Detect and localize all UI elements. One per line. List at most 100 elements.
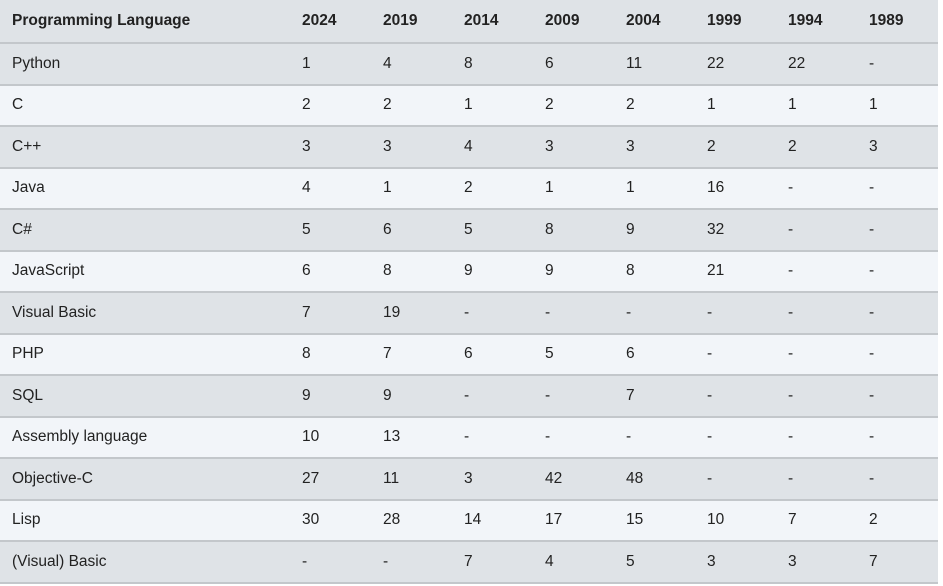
rank-cell: 2 [695, 126, 776, 169]
rank-cell: - [776, 250, 857, 293]
rank-cell: 2 [290, 84, 371, 127]
column-header: Programming Language [0, 0, 290, 44]
language-cell: Lisp [0, 499, 290, 542]
rank-cell: - [695, 458, 776, 501]
rank-cell: 7 [452, 541, 533, 584]
rank-cell: 30 [290, 499, 371, 542]
rank-cell: 7 [776, 499, 857, 542]
language-cell: C [0, 84, 290, 127]
language-cell: PHP [0, 333, 290, 376]
rank-cell: 7 [290, 292, 371, 335]
rank-cell: 3 [290, 126, 371, 169]
rank-cell: 27 [290, 458, 371, 501]
rank-cell: - [614, 416, 695, 459]
rank-cell: 9 [290, 375, 371, 418]
column-header: 1994 [776, 0, 857, 44]
rank-cell: 6 [290, 250, 371, 293]
table-row: Objective-C 27 11 3 42 48- - - [0, 458, 938, 501]
rank-cell: - [857, 209, 938, 252]
rank-cell: 19 [371, 292, 452, 335]
rank-cell: - [452, 292, 533, 335]
rank-cell: 42 [533, 458, 614, 501]
rank-cell: 3 [776, 541, 857, 584]
rank-cell: - [776, 375, 857, 418]
column-header: 1999 [695, 0, 776, 44]
rank-cell: 13 [371, 416, 452, 459]
rank-cell: 22 [776, 43, 857, 86]
rank-cell: 1 [857, 84, 938, 127]
rank-cell: 8 [371, 250, 452, 293]
language-cell: C# [0, 209, 290, 252]
rank-cell: 9 [371, 375, 452, 418]
rank-cell: 4 [371, 43, 452, 86]
column-header: 2004 [614, 0, 695, 44]
rank-cell: - [695, 292, 776, 335]
language-cell: Java [0, 167, 290, 210]
rank-cell: 2 [614, 84, 695, 127]
rank-cell: - [857, 167, 938, 210]
rank-cell: - [533, 375, 614, 418]
column-header: 2009 [533, 0, 614, 44]
rank-cell: 7 [857, 541, 938, 584]
rank-cell: 3 [695, 541, 776, 584]
rank-cell: 2 [371, 84, 452, 127]
language-cell: Objective-C [0, 458, 290, 501]
column-header: 2019 [371, 0, 452, 44]
table-row: SQL 9 9- -7- - - [0, 375, 938, 418]
rank-cell: 3 [452, 458, 533, 501]
rank-cell: - [776, 333, 857, 376]
rank-cell: - [695, 333, 776, 376]
rank-cell: 7 [614, 375, 695, 418]
rank-cell: 5 [533, 333, 614, 376]
language-cell: Python [0, 43, 290, 86]
rank-cell: 3 [614, 126, 695, 169]
table-row: Java 4 1 2 1 1 16- - [0, 167, 938, 210]
rank-cell: 14 [452, 499, 533, 542]
rank-cell: 16 [695, 167, 776, 210]
rank-cell: 28 [371, 499, 452, 542]
rank-cell: 9 [452, 250, 533, 293]
rank-cell: - [452, 416, 533, 459]
rank-cell: - [695, 375, 776, 418]
rank-cell: - [290, 541, 371, 584]
table-row: Lisp 30 28 14 17 15 10 7 2 [0, 499, 938, 542]
table-row: Assembly language 10 13- - - - - - [0, 416, 938, 459]
rank-cell: 1 [614, 167, 695, 210]
rank-cell: 1 [533, 167, 614, 210]
rank-cell: 3 [857, 126, 938, 169]
language-cell: Visual Basic [0, 292, 290, 335]
table-row: C# 5 6 5 8 9 32- - [0, 209, 938, 252]
rank-cell: 2 [452, 167, 533, 210]
rank-cell: 1 [776, 84, 857, 127]
rank-cell: 5 [614, 541, 695, 584]
rank-cell: 6 [533, 43, 614, 86]
rank-cell: - [857, 458, 938, 501]
rank-cell: 48 [614, 458, 695, 501]
rank-cell: 8 [614, 250, 695, 293]
rank-cell: - [371, 541, 452, 584]
rank-cell: 17 [533, 499, 614, 542]
language-cell: (Visual) Basic [0, 541, 290, 584]
table-row: Visual Basic 7 19- - - - - - [0, 292, 938, 335]
column-header: 2024 [290, 0, 371, 44]
table-row: Python 1 4 8 6 11 22 22- [0, 43, 938, 86]
rank-cell: - [857, 416, 938, 459]
rank-cell: 5 [452, 209, 533, 252]
rank-cell: 9 [614, 209, 695, 252]
rank-cell: 4 [452, 126, 533, 169]
rank-cell: 3 [371, 126, 452, 169]
rank-cell: 4 [290, 167, 371, 210]
table-row: (Visual) Basic - -7 4 5 3 3 7 [0, 541, 938, 584]
rank-cell: 1 [452, 84, 533, 127]
table-row: C++ 3 3 4 3 3 2 2 3 [0, 126, 938, 169]
rank-cell: 32 [695, 209, 776, 252]
rank-cell: 2 [857, 499, 938, 542]
rank-cell: - [857, 333, 938, 376]
rank-cell: 4 [533, 541, 614, 584]
rank-cell: - [533, 416, 614, 459]
rank-cell: 1 [290, 43, 371, 86]
rank-cell: 6 [614, 333, 695, 376]
rank-cell: 10 [695, 499, 776, 542]
